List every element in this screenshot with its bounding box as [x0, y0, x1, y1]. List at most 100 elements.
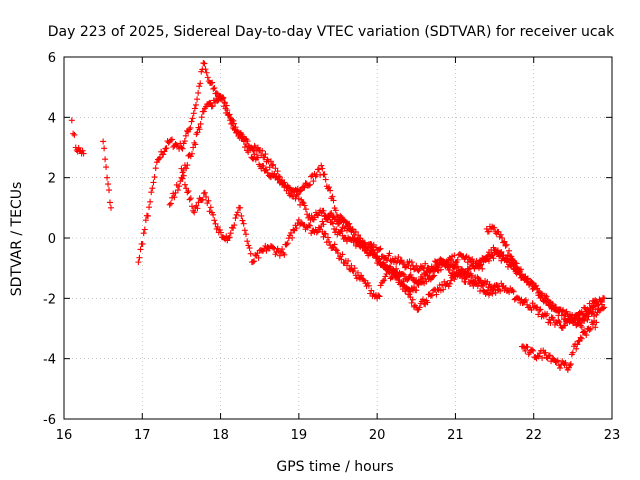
data-point — [395, 254, 402, 261]
data-point — [400, 271, 407, 278]
data-point — [307, 222, 314, 229]
data-point — [452, 260, 459, 267]
data-point — [225, 112, 232, 119]
data-point — [433, 291, 440, 298]
data-point — [489, 251, 496, 258]
data-point — [319, 218, 326, 225]
data-point — [107, 204, 114, 211]
data-point — [331, 241, 338, 248]
data-point — [503, 241, 510, 248]
data-point — [588, 309, 595, 316]
data-point — [210, 85, 217, 92]
data-point — [370, 246, 377, 253]
data-point — [446, 266, 453, 273]
data-point — [380, 259, 387, 266]
data-point — [584, 309, 591, 316]
data-point — [136, 254, 143, 261]
data-point — [408, 259, 415, 266]
data-point — [593, 319, 600, 326]
x-axis-label: GPS time / hours — [276, 459, 393, 475]
data-point — [408, 299, 415, 306]
data-point — [179, 145, 186, 152]
data-point — [368, 287, 375, 294]
data-point — [222, 100, 229, 107]
data-point — [565, 364, 572, 371]
data-point — [286, 192, 293, 199]
data-point — [270, 161, 277, 168]
data-point — [263, 247, 270, 254]
data-point — [203, 193, 210, 200]
data-point — [322, 176, 329, 183]
data-point — [244, 238, 251, 245]
data-point — [173, 142, 180, 149]
data-point — [554, 357, 561, 364]
data-point — [600, 305, 607, 312]
data-point — [490, 286, 497, 293]
data-point — [387, 263, 394, 270]
data-point — [288, 229, 295, 236]
data-point — [137, 246, 144, 253]
axis-ticks: 16 17 18 19 20 21 22 23 -6 -4 -2 0 2 4 6 — [43, 51, 620, 443]
data-point — [244, 138, 251, 145]
series-track-f — [319, 228, 525, 313]
data-point — [426, 268, 433, 275]
data-point — [433, 264, 440, 271]
data-point — [497, 288, 504, 295]
data-point — [283, 241, 290, 248]
data-point — [416, 304, 423, 311]
data-point — [191, 209, 198, 216]
data-point — [328, 219, 335, 226]
data-point — [468, 277, 475, 284]
data-point — [179, 175, 186, 182]
data-point — [326, 184, 333, 191]
data-point — [149, 185, 156, 192]
y-tick-label: 4 — [48, 111, 56, 126]
data-point — [524, 344, 531, 351]
data-point — [346, 265, 353, 272]
data-point — [200, 60, 207, 67]
data-point — [408, 274, 415, 281]
data-point — [546, 298, 553, 305]
data-point — [201, 189, 208, 196]
data-point — [195, 89, 202, 96]
data-point — [339, 251, 346, 258]
data-point — [301, 202, 308, 209]
data-point — [376, 246, 383, 253]
data-point — [199, 196, 206, 203]
data-point — [284, 183, 291, 190]
data-point — [238, 212, 245, 219]
data-point — [330, 197, 337, 204]
data-point — [198, 114, 205, 121]
data-point — [251, 258, 258, 265]
data-point — [293, 225, 300, 232]
data-point — [371, 249, 378, 256]
y-tick-label: 6 — [48, 51, 56, 66]
data-point — [474, 261, 481, 268]
data-point — [590, 303, 597, 310]
data-point — [300, 183, 307, 190]
data-point — [318, 162, 325, 169]
data-point — [191, 105, 198, 112]
data-point — [478, 282, 485, 289]
data-point — [335, 221, 341, 228]
data-point — [181, 181, 188, 188]
data-point — [581, 317, 588, 324]
data-point — [413, 287, 420, 294]
data-point — [354, 269, 361, 276]
data-point — [538, 290, 545, 297]
data-point — [210, 211, 217, 218]
data-point — [230, 225, 237, 232]
data-point — [152, 165, 159, 172]
data-point — [262, 151, 269, 158]
x-tick-label: 19 — [291, 428, 308, 443]
data-point — [573, 345, 580, 352]
data-point — [182, 132, 189, 139]
data-point — [142, 217, 149, 224]
data-point — [326, 238, 333, 245]
data-point — [279, 246, 286, 253]
data-point — [553, 358, 560, 365]
data-point — [135, 259, 142, 266]
y-tick-label: -4 — [43, 353, 56, 368]
data-point — [337, 228, 344, 235]
data-point — [589, 304, 596, 311]
